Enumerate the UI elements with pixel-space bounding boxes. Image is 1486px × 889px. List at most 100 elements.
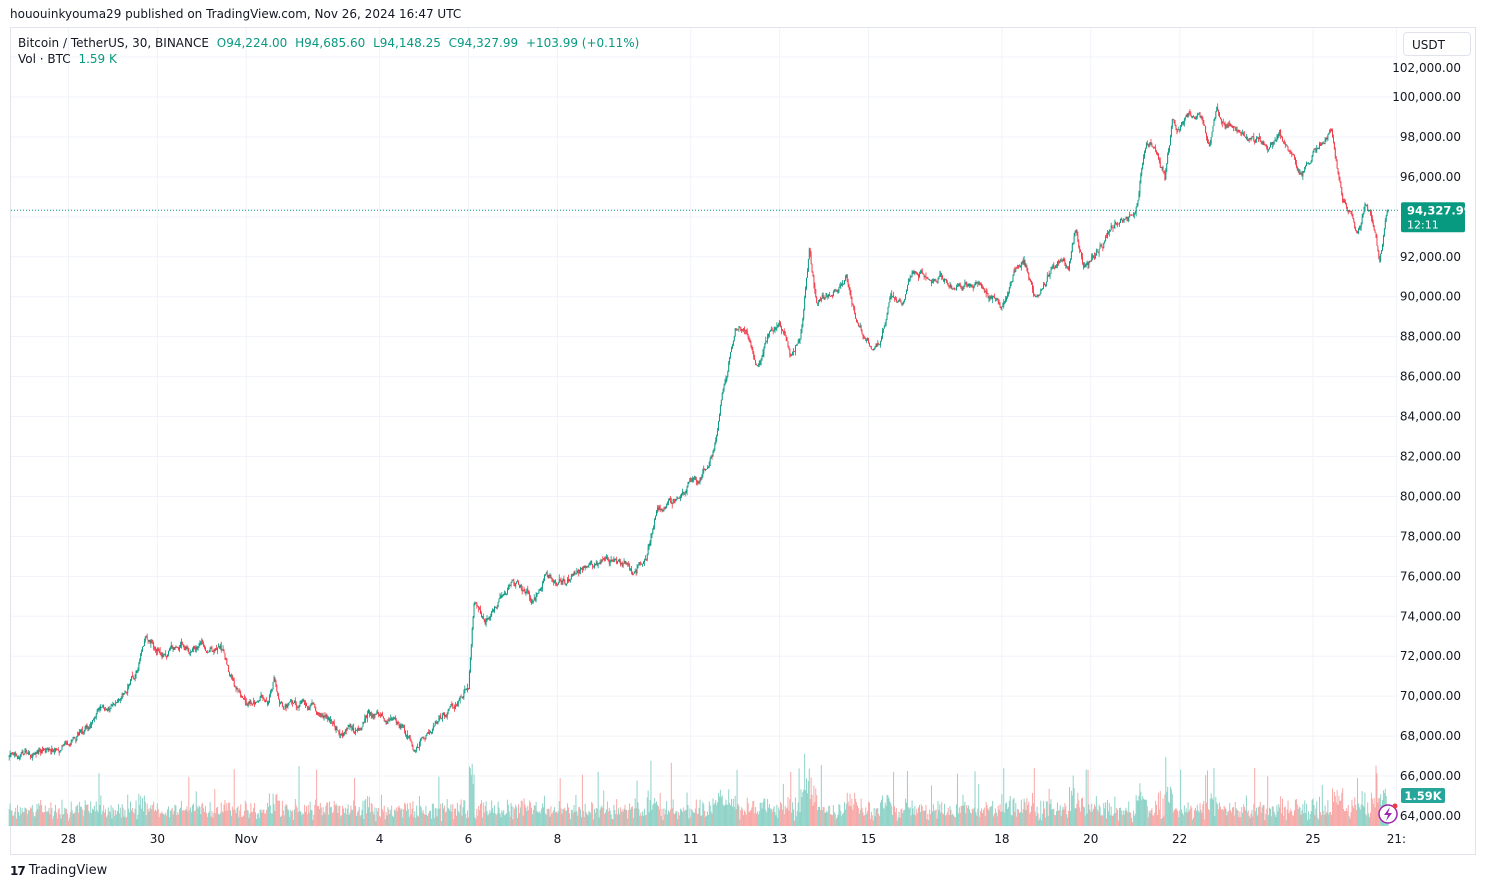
volume-bar bbox=[898, 811, 900, 826]
candle-down bbox=[363, 722, 365, 724]
candle-up bbox=[906, 284, 908, 290]
volume-bar bbox=[933, 810, 935, 826]
candle-down bbox=[1194, 118, 1196, 120]
volume-bar bbox=[77, 804, 79, 826]
candle-up bbox=[804, 297, 806, 311]
candle-down bbox=[189, 652, 191, 654]
volume-bar bbox=[1151, 808, 1153, 826]
candle-up bbox=[384, 720, 386, 722]
volume-bar bbox=[308, 812, 310, 826]
symbol-title[interactable]: Bitcoin / TetherUS, 30, BINANCE bbox=[18, 36, 209, 50]
volume-bar bbox=[1102, 815, 1104, 826]
candle-down bbox=[1345, 204, 1347, 207]
y-tick-label: 76,000.00 bbox=[1400, 569, 1461, 583]
volume-bar bbox=[369, 812, 371, 826]
volume-bar bbox=[995, 812, 997, 826]
volume-bar bbox=[640, 812, 642, 826]
volume-bar bbox=[1065, 806, 1067, 826]
volume-bar bbox=[954, 816, 956, 826]
candle-down bbox=[843, 283, 844, 285]
volume-label[interactable]: Vol · BTC bbox=[18, 52, 71, 66]
volume-bar bbox=[67, 813, 69, 826]
volume-bar bbox=[271, 813, 273, 826]
candle-up bbox=[683, 492, 685, 494]
candle-up bbox=[95, 714, 97, 718]
candle-up bbox=[1098, 248, 1100, 254]
candle-up bbox=[768, 333, 769, 336]
candle-down bbox=[1378, 251, 1380, 257]
candle-down bbox=[564, 581, 566, 584]
volume-bar bbox=[399, 807, 401, 826]
currency-button[interactable]: USDT bbox=[1403, 32, 1471, 56]
candle-up bbox=[880, 341, 882, 345]
volume-bar bbox=[1073, 788, 1075, 826]
candle-up bbox=[1258, 136, 1260, 140]
volume-bar bbox=[227, 810, 229, 826]
volume-bar bbox=[229, 802, 231, 826]
volume-bar bbox=[213, 812, 215, 826]
candle-down bbox=[1182, 122, 1184, 124]
volume-bar bbox=[261, 812, 263, 826]
candle-down bbox=[1207, 137, 1208, 143]
volume-bar bbox=[323, 811, 325, 826]
volume-bar bbox=[76, 805, 78, 826]
candle-up bbox=[732, 341, 734, 346]
candle-down bbox=[1335, 156, 1337, 162]
volume-bar bbox=[581, 774, 583, 826]
candle-down bbox=[1221, 121, 1223, 123]
volume-bar bbox=[180, 807, 182, 826]
candle-down bbox=[970, 284, 972, 286]
volume-bar bbox=[653, 803, 655, 826]
volume-bar bbox=[762, 802, 764, 826]
volume-bar bbox=[867, 811, 869, 826]
volume-bar bbox=[283, 815, 285, 826]
candle-down bbox=[854, 307, 856, 314]
volume-bar bbox=[738, 805, 740, 826]
volume-bar bbox=[949, 805, 951, 826]
volume-bar bbox=[1014, 811, 1016, 826]
volume-bar bbox=[607, 811, 609, 826]
candle-up bbox=[1319, 143, 1320, 148]
volume-bar bbox=[1200, 809, 1202, 826]
candle-down bbox=[264, 699, 266, 702]
candle-down bbox=[585, 565, 587, 568]
volume-bar bbox=[693, 812, 695, 826]
volume-bar bbox=[1240, 817, 1242, 826]
volume-bar bbox=[146, 803, 148, 826]
candle-down bbox=[934, 279, 936, 282]
volume-bar bbox=[515, 804, 517, 826]
candle-down bbox=[979, 282, 981, 284]
candle-down bbox=[943, 279, 945, 282]
volume-bar bbox=[1028, 801, 1030, 826]
candle-up bbox=[562, 579, 564, 583]
volume-bar bbox=[1206, 770, 1208, 826]
volume-bar bbox=[1329, 812, 1331, 826]
candle-down bbox=[1179, 129, 1181, 131]
volume-bar bbox=[537, 812, 539, 826]
candle-down bbox=[231, 675, 233, 679]
candle-up bbox=[769, 329, 771, 332]
volume-bar bbox=[1351, 799, 1353, 826]
candle-up bbox=[688, 482, 690, 483]
volume-bar bbox=[174, 804, 176, 826]
candle-down bbox=[835, 290, 837, 292]
footer-brand[interactable]: 17 TradingView bbox=[10, 863, 107, 878]
volume-bar bbox=[1149, 812, 1151, 826]
volume-bar bbox=[916, 809, 918, 826]
candle-up bbox=[698, 481, 700, 484]
candle-up bbox=[1025, 266, 1027, 267]
candle-down bbox=[862, 333, 864, 337]
volume-bar bbox=[1175, 807, 1177, 826]
candle-up bbox=[1002, 306, 1004, 307]
candle-down bbox=[1332, 137, 1334, 143]
lightning-icon[interactable] bbox=[1378, 803, 1398, 824]
volume-bar bbox=[1049, 804, 1051, 826]
candle-up bbox=[1107, 232, 1109, 234]
volume-bar bbox=[836, 817, 838, 826]
candle-up bbox=[1214, 117, 1216, 120]
volume-bar bbox=[578, 807, 580, 826]
volume-bar bbox=[966, 804, 968, 826]
candle-up bbox=[831, 295, 832, 297]
candle-down bbox=[351, 727, 353, 730]
